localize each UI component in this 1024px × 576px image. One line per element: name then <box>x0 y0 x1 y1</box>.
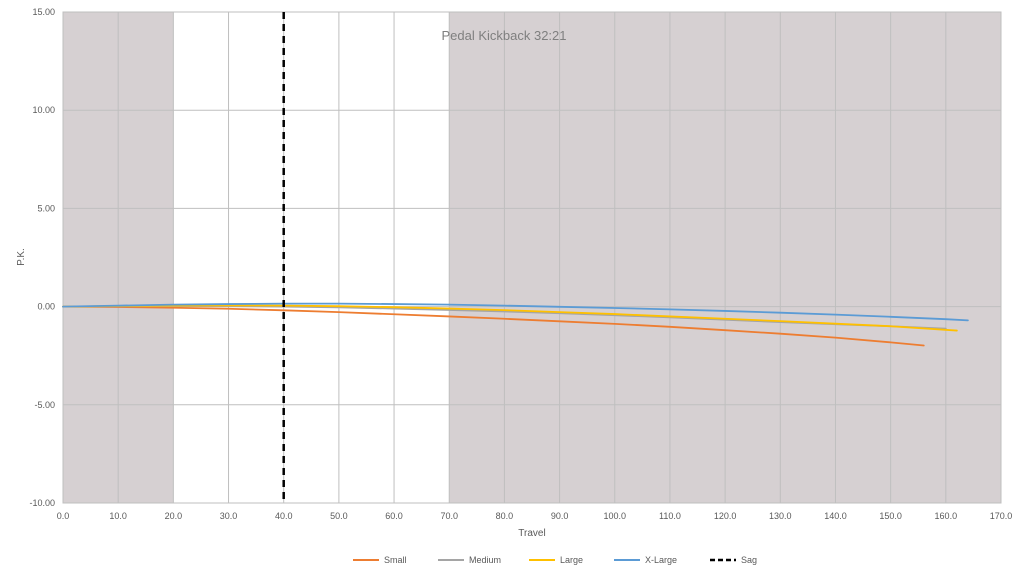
legend-item-small: Small <box>353 555 407 565</box>
x-tick-label: 70.0 <box>440 511 458 521</box>
y-tick-label: 5.00 <box>37 203 55 213</box>
series-line-small <box>62 305 925 347</box>
gridlines <box>62 11 1002 504</box>
legend-label: Medium <box>469 555 501 565</box>
x-tick-label: 140.0 <box>824 511 847 521</box>
legend-label: Sag <box>741 555 757 565</box>
x-tick-label: 100.0 <box>603 511 626 521</box>
legend-item-x-large: X-Large <box>614 555 677 565</box>
legend: Small Medium Large X-Large Sag <box>353 555 757 565</box>
x-tick-label: 60.0 <box>385 511 403 521</box>
y-tick-label: -10.00 <box>29 498 55 508</box>
x-tick-label: 0.0 <box>57 511 70 521</box>
x-axis-ticks: 0.0 10.0 20.0 30.0 40.0 50.0 60.0 70.0 80.0 90.0 1… <box>57 511 1013 521</box>
x-tick-label: 10.0 <box>109 511 127 521</box>
x-axis-title: Travel <box>518 528 545 539</box>
y-tick-label: 10.00 <box>32 105 55 115</box>
x-tick-label: 150.0 <box>879 511 902 521</box>
y-tick-label: 15.00 <box>32 7 55 17</box>
series-layer <box>62 302 969 347</box>
series-line-x-large <box>62 302 969 322</box>
x-tick-label: 170.0 <box>990 511 1013 521</box>
x-tick-label: 160.0 <box>935 511 958 521</box>
x-tick-label: 50.0 <box>330 511 348 521</box>
legend-label: Large <box>560 555 583 565</box>
legend-label: Small <box>384 555 407 565</box>
legend-item-large: Large <box>529 555 583 565</box>
y-tick-label: -5.00 <box>34 400 55 410</box>
y-tick-label: 0.00 <box>37 302 55 312</box>
x-tick-label: 80.0 <box>496 511 514 521</box>
x-tick-label: 30.0 <box>220 511 238 521</box>
x-tick-label: 90.0 <box>551 511 569 521</box>
y-axis-ticks: -10.00 -5.00 0.00 5.00 10.00 15.00 <box>29 7 55 508</box>
chart-title: Pedal Kickback 32:21 <box>441 28 566 43</box>
x-tick-label: 120.0 <box>714 511 737 521</box>
legend-item-sag: Sag <box>710 555 757 565</box>
y-axis-title: P.K. <box>16 248 27 266</box>
series-line-large <box>62 304 958 332</box>
x-tick-label: 130.0 <box>769 511 792 521</box>
plot-area-border <box>62 11 1002 504</box>
legend-label: X-Large <box>645 555 677 565</box>
shaded-regions <box>63 12 1001 503</box>
x-tick-label: 20.0 <box>165 511 183 521</box>
x-tick-label: 110.0 <box>659 511 681 521</box>
legend-item-medium: Medium <box>438 555 501 565</box>
x-tick-label: 40.0 <box>275 511 293 521</box>
